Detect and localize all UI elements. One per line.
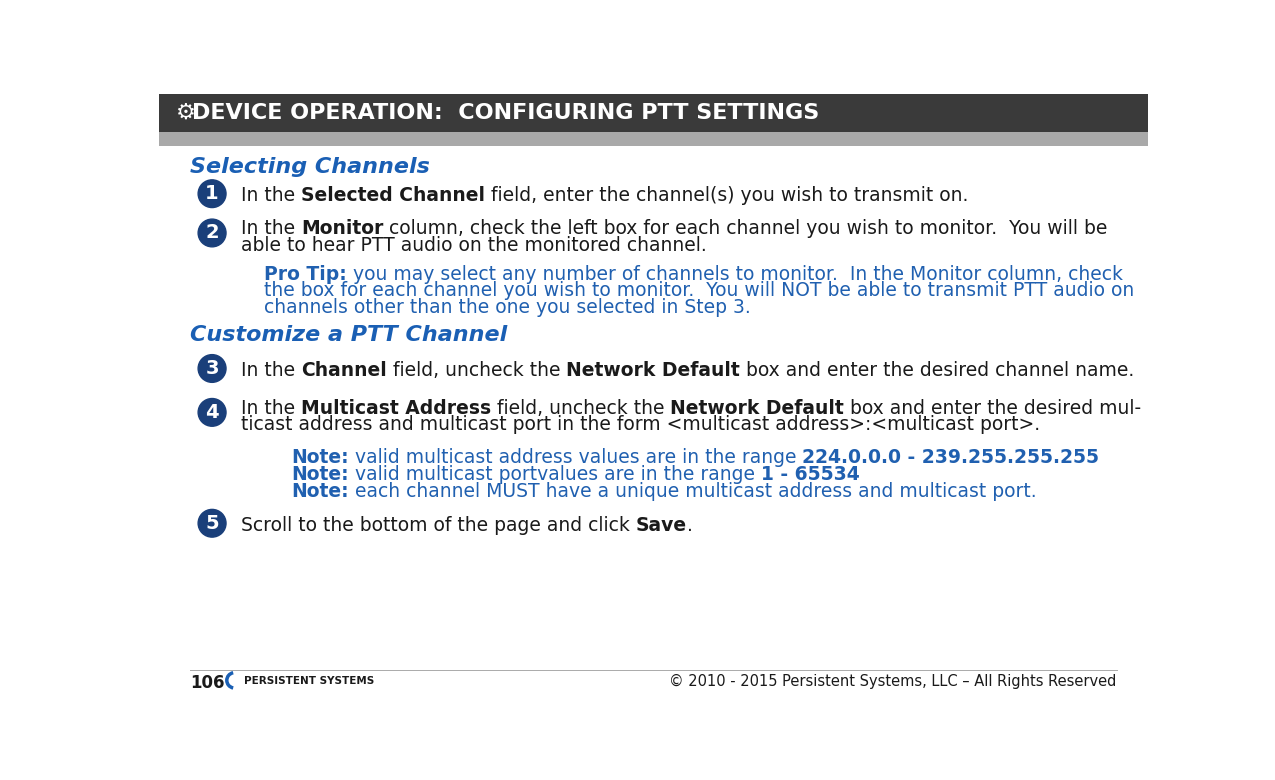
Circle shape: [198, 355, 226, 382]
Text: ticast address and multicast port in the form <multicast address>:<multicast por: ticast address and multicast port in the…: [241, 416, 1040, 434]
Text: 2: 2: [205, 224, 219, 243]
Text: 4: 4: [205, 403, 219, 422]
Text: 106: 106: [190, 674, 224, 692]
Text: field, enter the channel(s) you wish to transmit on.: field, enter the channel(s) you wish to …: [484, 186, 968, 205]
Text: the box for each channel you wish to monitor.  You will NOT be able to transmit : the box for each channel you wish to mon…: [264, 282, 1135, 300]
Text: 1 - 65534: 1 - 65534: [761, 465, 859, 484]
Text: box and enter the desired mul-: box and enter the desired mul-: [844, 399, 1141, 417]
Text: PERSISTENT SYSTEMS: PERSISTENT SYSTEMS: [244, 675, 374, 686]
Text: valid multicast portvalues are in the range: valid multicast portvalues are in the ra…: [349, 465, 761, 484]
Text: Scroll to the bottom of the page and click: Scroll to the bottom of the page and cli…: [241, 516, 636, 534]
Text: ⚙: ⚙: [176, 103, 196, 123]
Circle shape: [198, 509, 226, 537]
Text: Selected Channel: Selected Channel: [301, 186, 484, 205]
Text: 5: 5: [205, 514, 219, 533]
Text: channels other than the one you selected in Step 3.: channels other than the one you selected…: [264, 299, 751, 317]
Text: In the: In the: [241, 186, 301, 205]
Text: field, uncheck the: field, uncheck the: [491, 399, 671, 417]
Text: Selecting Channels: Selecting Channels: [190, 157, 430, 177]
Text: Network Default: Network Default: [566, 361, 740, 380]
Text: Save: Save: [636, 516, 687, 534]
Text: .: .: [687, 516, 692, 534]
Text: In the: In the: [241, 361, 301, 380]
Circle shape: [198, 180, 226, 207]
Text: box and enter the desired channel name.: box and enter the desired channel name.: [740, 361, 1135, 380]
Text: In the: In the: [241, 399, 301, 417]
Circle shape: [198, 219, 226, 246]
Text: 3: 3: [205, 359, 219, 378]
Text: 224.0.0.0 - 239.255.255.255: 224.0.0.0 - 239.255.255.255: [802, 448, 1099, 466]
Bar: [159, 132, 1148, 146]
Text: each channel MUST have a unique multicast address and multicast port.: each channel MUST have a unique multicas…: [349, 482, 1037, 501]
Text: Customize a PTT Channel: Customize a PTT Channel: [190, 324, 507, 345]
Text: In the: In the: [241, 219, 301, 238]
Bar: [159, 94, 1148, 132]
Text: DEVICE OPERATION:  CONFIGURING PTT SETTINGS: DEVICE OPERATION: CONFIGURING PTT SETTIN…: [193, 103, 819, 123]
Text: Note:: Note:: [291, 448, 349, 466]
Text: Channel: Channel: [301, 361, 386, 380]
Text: Monitor: Monitor: [301, 219, 384, 238]
Text: Note:: Note:: [291, 465, 349, 484]
Text: field, uncheck the: field, uncheck the: [386, 361, 566, 380]
Text: Network Default: Network Default: [671, 399, 844, 417]
Text: Pro Tip:: Pro Tip:: [264, 264, 347, 284]
Text: able to hear PTT audio on the monitored channel.: able to hear PTT audio on the monitored …: [241, 236, 706, 255]
Text: Multicast Address: Multicast Address: [301, 399, 491, 417]
Text: Note:: Note:: [291, 482, 349, 501]
Circle shape: [198, 399, 226, 426]
Text: valid multicast address values are in the range: valid multicast address values are in th…: [349, 448, 802, 466]
Text: © 2010 - 2015 Persistent Systems, LLC – All Rights Reserved: © 2010 - 2015 Persistent Systems, LLC – …: [669, 674, 1117, 690]
Text: you may select any number of channels to monitor.  In the Monitor column, check: you may select any number of channels to…: [347, 264, 1123, 284]
Text: column, check the left box for each channel you wish to monitor.  You will be: column, check the left box for each chan…: [384, 219, 1108, 238]
Text: 1: 1: [205, 184, 219, 204]
